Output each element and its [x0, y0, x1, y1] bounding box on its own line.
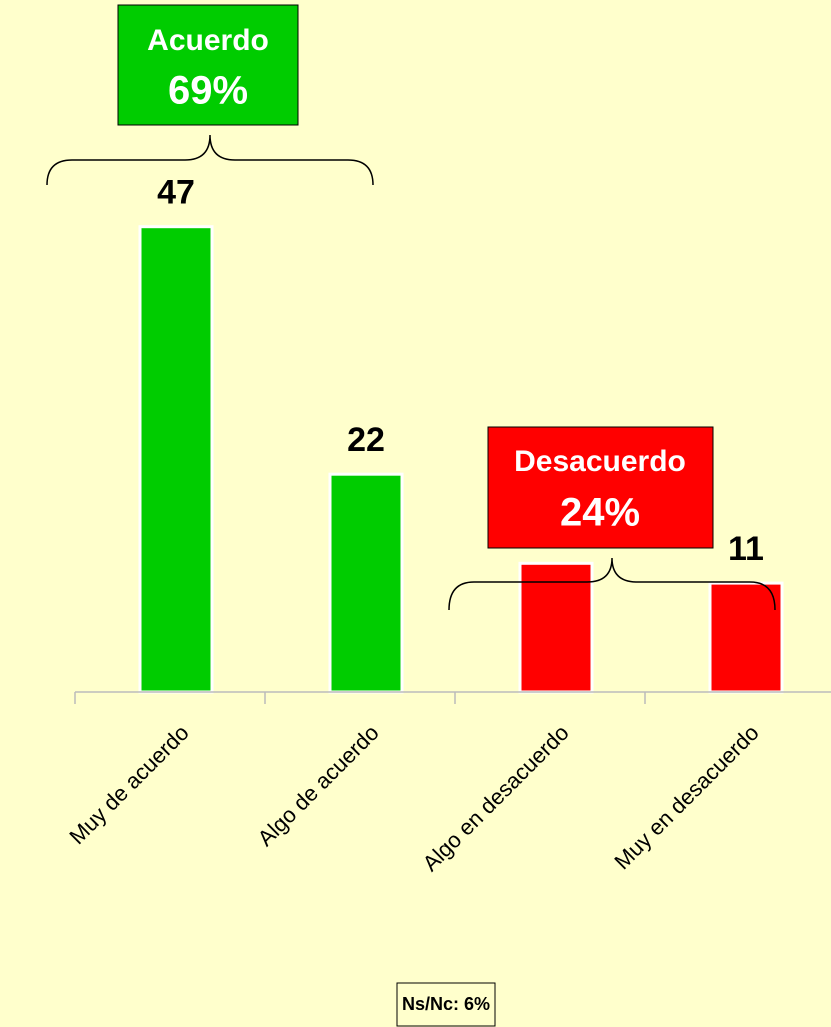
agree-label: Acuerdo — [147, 24, 269, 57]
disagree-label: Desacuerdo — [514, 445, 686, 478]
note-box — [396, 982, 496, 1027]
bar — [328, 472, 404, 694]
agree-value: 69% — [168, 69, 248, 113]
agree-bracket — [46, 134, 374, 186]
value-label: 22 — [347, 421, 385, 459]
bar — [138, 225, 214, 694]
bars: 47221311 — [74, 174, 784, 704]
value-label: 47 — [157, 174, 195, 212]
disagree-box — [487, 426, 714, 549]
note: Ns/Nc: 6% — [402, 994, 490, 1014]
disagree-bracket — [448, 557, 776, 611]
value-label: 11 — [728, 530, 764, 568]
disagree-value: 24% — [560, 491, 640, 535]
overlay: Desacuerdo 24% — [487, 426, 714, 549]
agree-box — [117, 4, 299, 126]
bar — [708, 581, 784, 694]
